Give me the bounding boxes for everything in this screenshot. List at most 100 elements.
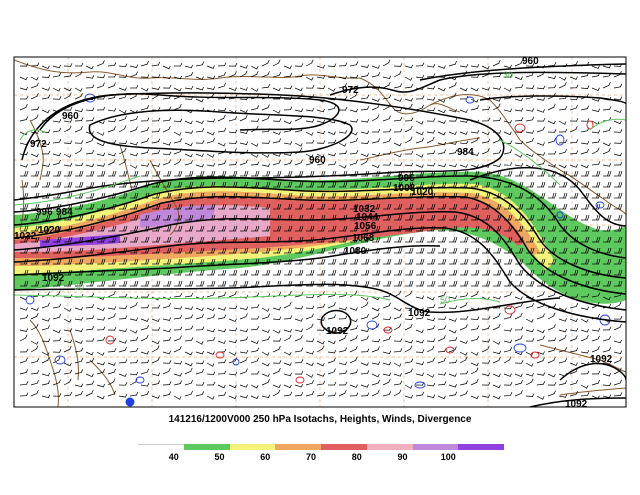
wind-barb bbox=[184, 142, 192, 147]
wind-barb-feather bbox=[477, 269, 480, 276]
wind-barb-feather bbox=[59, 139, 62, 143]
wind-barb bbox=[316, 362, 324, 367]
wind-barb-feather bbox=[543, 170, 546, 177]
wind-barb bbox=[316, 373, 324, 377]
wind-barb bbox=[140, 129, 148, 133]
wind-barb-feather bbox=[356, 203, 359, 210]
wind-barb-feather bbox=[564, 148, 568, 153]
wind-barb-feather bbox=[433, 236, 436, 243]
wind-barb bbox=[437, 351, 446, 353]
wind-barb-feather bbox=[354, 269, 357, 276]
wind-barb-feather bbox=[466, 315, 469, 320]
wind-barb-feather bbox=[345, 225, 348, 232]
wind-barb-feather bbox=[345, 370, 348, 374]
wind-barb-feather bbox=[519, 269, 522, 276]
wind-barb-feather bbox=[48, 338, 51, 342]
wind-barb bbox=[272, 62, 280, 67]
wind-barb-feather bbox=[200, 214, 203, 221]
wind-barb-feather bbox=[343, 181, 346, 188]
wind-barb-feather bbox=[409, 236, 412, 243]
wind-barb-feather bbox=[565, 394, 568, 398]
wind-barb-feather bbox=[212, 154, 215, 158]
wind-barb-feather bbox=[455, 359, 458, 363]
wind-barb-feather bbox=[191, 85, 194, 90]
wind-barb-feather bbox=[367, 105, 370, 110]
wind-barb-feather bbox=[499, 181, 502, 188]
wind-barb-feather bbox=[58, 356, 61, 360]
wind-barb-feather bbox=[354, 192, 357, 199]
wind-barb-feather bbox=[245, 356, 248, 361]
wind-barb-feather bbox=[103, 170, 106, 177]
wind-barb bbox=[481, 109, 490, 111]
wind-barb bbox=[151, 164, 159, 167]
wind-barb bbox=[261, 86, 269, 89]
wind-barb-feather bbox=[433, 304, 436, 308]
wind-barb bbox=[503, 316, 511, 320]
wind-barb-feather bbox=[37, 236, 40, 243]
wind-barb bbox=[437, 98, 445, 103]
wind-barb-feather bbox=[135, 126, 138, 130]
wind-barb bbox=[415, 131, 423, 136]
wind-barb bbox=[547, 140, 555, 144]
wind-barb-feather bbox=[92, 214, 95, 221]
wind-barb-feather bbox=[355, 345, 358, 350]
wind-barb-feather bbox=[431, 214, 434, 221]
wind-barb bbox=[569, 305, 577, 309]
wind-barb-feather bbox=[223, 71, 227, 76]
wind-barb-feather bbox=[178, 181, 181, 188]
wind-barb-feather bbox=[596, 192, 599, 199]
wind-barb bbox=[195, 362, 204, 364]
wind-barb-feather bbox=[388, 75, 392, 79]
wind-barb-feather bbox=[334, 63, 337, 67]
wind-barb-feather bbox=[521, 360, 524, 364]
wind-barb-feather bbox=[212, 291, 216, 296]
wind-barb-feather bbox=[246, 203, 249, 210]
wind-barb-feather bbox=[323, 258, 326, 265]
wind-barb-feather bbox=[300, 87, 303, 91]
wind-barb-feather bbox=[409, 214, 412, 221]
wind-barb-feather bbox=[300, 159, 303, 163]
wind-barb-feather bbox=[189, 181, 192, 188]
wind-barb bbox=[305, 153, 313, 158]
wind-barb bbox=[74, 95, 82, 100]
wind-barb-feather bbox=[102, 152, 106, 156]
wind-barb bbox=[283, 318, 292, 320]
wind-barb-feather bbox=[543, 258, 546, 265]
wind-barb-feather bbox=[443, 395, 446, 399]
wind-barb bbox=[41, 340, 50, 342]
wind-barb-feather bbox=[268, 236, 271, 243]
wind-barb-feather bbox=[169, 170, 172, 177]
wind-barb-feather bbox=[37, 203, 40, 210]
wind-barb-feather bbox=[279, 316, 282, 320]
wind-barb-feather bbox=[464, 181, 467, 188]
wind-barb bbox=[492, 152, 500, 155]
wind-barb-feather bbox=[509, 291, 513, 295]
wind-barb-feather bbox=[179, 87, 182, 92]
wind-barb-feather bbox=[574, 225, 577, 232]
wind-barb-feather bbox=[134, 214, 137, 221]
wind-barb-feather bbox=[201, 368, 205, 373]
wind-barb-feather bbox=[619, 339, 623, 344]
wind-barb-feather bbox=[256, 357, 260, 361]
wind-barb-feather bbox=[35, 181, 38, 188]
wind-barb-feather bbox=[114, 225, 117, 232]
wind-barb bbox=[349, 76, 358, 79]
wind-barb-feather bbox=[268, 225, 271, 232]
wind-barb bbox=[459, 164, 467, 168]
wind-barb-feather bbox=[433, 162, 436, 167]
wind-barb-feather bbox=[103, 326, 106, 330]
wind-barb-feather bbox=[410, 290, 413, 294]
wind-barb-feather bbox=[79, 203, 82, 210]
wind-barb-feather bbox=[69, 362, 72, 367]
wind-barb-feather bbox=[618, 214, 621, 221]
wind-barb bbox=[481, 348, 489, 353]
wind-barb-feather bbox=[365, 269, 368, 276]
wind-barb bbox=[173, 161, 181, 166]
wind-barb-feather bbox=[565, 203, 568, 210]
wind-barb-feather bbox=[36, 390, 39, 394]
wind-barb-feather bbox=[519, 192, 522, 199]
wind-barb-feather bbox=[123, 225, 126, 232]
wind-barb-feather bbox=[158, 74, 161, 78]
wind-barb-feather bbox=[433, 258, 436, 265]
wind-barb bbox=[569, 98, 578, 101]
